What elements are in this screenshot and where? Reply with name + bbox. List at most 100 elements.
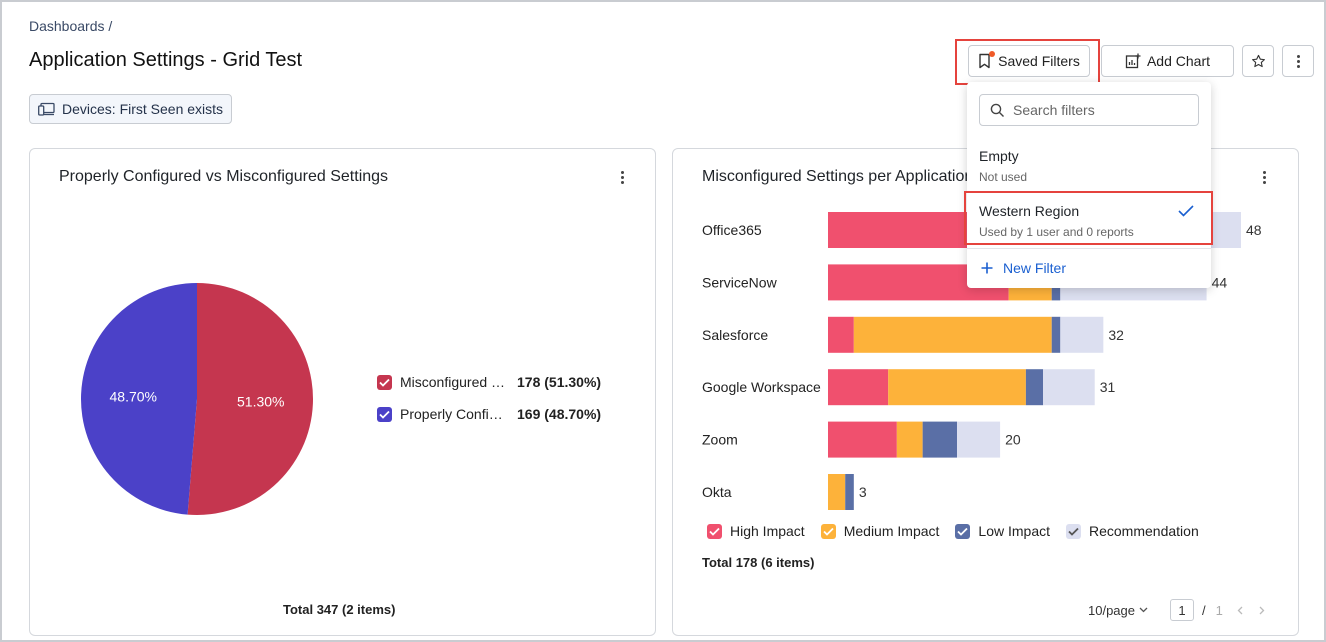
pie-slice-properly-configured[interactable] xyxy=(80,283,197,515)
bar-segment-medium-impact[interactable] xyxy=(853,316,1052,353)
page-title: Application Settings - Grid Test xyxy=(29,49,303,71)
bar-segment-high-impact[interactable] xyxy=(828,369,889,406)
bar-segment-medium-impact[interactable] xyxy=(896,421,923,458)
bar-total-label: 32 xyxy=(1108,327,1124,343)
checkbox-checked-icon[interactable] xyxy=(377,406,392,422)
search-filters-box[interactable] xyxy=(979,94,1199,126)
checkbox-checked-icon[interactable] xyxy=(707,523,722,539)
bar-category-label: Office365 xyxy=(702,222,762,238)
bar-segment-medium-impact[interactable] xyxy=(828,474,846,510)
filter-option-name: Western Region xyxy=(979,203,1080,219)
saved-filters-button[interactable]: Saved Filters xyxy=(968,45,1090,77)
legend-name: Medium Impact xyxy=(843,523,940,539)
filter-option-empty[interactable]: Empty Not used xyxy=(967,144,1211,190)
breadcrumb[interactable]: Dashboards / xyxy=(29,18,113,34)
legend-name: Misconfigured Settings xyxy=(400,374,509,390)
bar-segment-recommendation[interactable] xyxy=(957,421,1001,458)
bar-total-label: 20 xyxy=(1005,432,1021,448)
bar-segment-low-impact[interactable] xyxy=(845,474,854,510)
favorite-button[interactable] xyxy=(1242,45,1274,77)
legend-name: Recommendation xyxy=(1089,523,1199,539)
pie-card-menu-icon[interactable] xyxy=(614,169,630,185)
filter-option-usage: Used by 1 user and 0 reports xyxy=(979,225,1134,239)
selected-option-highlight xyxy=(964,191,1213,245)
add-chart-label: Add Chart xyxy=(1146,53,1211,69)
search-filters-input[interactable] xyxy=(1013,102,1183,118)
pie-total: Total 347 (2 items) xyxy=(283,602,396,617)
bookmark-icon xyxy=(978,51,996,69)
bar-legend-low[interactable]: Low Impact xyxy=(955,523,1050,539)
bar-total-label: 44 xyxy=(1212,274,1228,290)
bar-segment-recommendation[interactable] xyxy=(1043,369,1095,406)
kebab-icon xyxy=(1290,53,1306,69)
bar-card-menu-icon[interactable] xyxy=(1256,169,1272,185)
filter-option-usage: Not used xyxy=(979,170,1028,184)
bar-legend-high[interactable]: High Impact xyxy=(707,523,805,539)
saved-filters-dropdown: Empty Not used Western Region Used by 1 … xyxy=(967,82,1211,288)
bar-segment-recommendation[interactable] xyxy=(1060,316,1104,353)
bar-segment-low-impact[interactable] xyxy=(922,421,958,458)
more-options-button[interactable] xyxy=(1282,45,1314,77)
bar-legend-recommendation[interactable]: Recommendation xyxy=(1066,523,1199,539)
legend-value: 178 (51.30%) xyxy=(517,374,602,390)
legend-name: Low Impact xyxy=(978,523,1050,539)
bar-category-label: Salesforce xyxy=(702,327,768,343)
bar-total-label: 48 xyxy=(1246,222,1262,238)
devices-icon xyxy=(38,102,56,116)
pie-slice-misconfigured[interactable] xyxy=(187,283,313,515)
checkbox-checked-icon[interactable] xyxy=(955,523,971,539)
plus-icon xyxy=(981,262,993,274)
pagination: 10/page 1 / 1 xyxy=(1088,599,1265,621)
filter-chip[interactable]: Devices: First Seen exists xyxy=(29,94,233,124)
filter-option-name: Empty xyxy=(979,148,1019,164)
pie-slice-label: 48.70% xyxy=(110,388,157,404)
bar-segment-low-impact[interactable] xyxy=(1025,369,1044,406)
filter-option-western-region[interactable]: Western Region Used by 1 user and 0 repo… xyxy=(967,194,1211,244)
pie-legend-misconfigured[interactable]: Misconfigured Settings 178 (51.30%) xyxy=(377,374,601,390)
total-pages: 1 xyxy=(1215,602,1223,618)
new-filter-button[interactable]: New Filter xyxy=(981,260,1066,276)
checkbox-checked-icon[interactable] xyxy=(377,374,392,390)
legend-value: 169 (48.70%) xyxy=(517,406,602,422)
page-separator: / xyxy=(1202,602,1206,618)
current-page-input[interactable]: 1 xyxy=(1170,599,1194,621)
chevron-right-icon[interactable] xyxy=(1259,606,1265,615)
bar-total-label: 31 xyxy=(1100,379,1116,395)
notification-dot xyxy=(989,51,996,57)
bar-segment-low-impact[interactable] xyxy=(1051,316,1061,353)
bar-category-label: Google Workspace xyxy=(702,379,821,395)
checkbox-checked-icon[interactable] xyxy=(1066,523,1081,539)
bar-card-title: Misconfigured Settings per Application xyxy=(702,168,974,185)
bar-segment-high-impact[interactable] xyxy=(828,421,897,458)
bar-legend-medium[interactable]: Medium Impact xyxy=(820,523,940,539)
pie-legend-properly-configured[interactable]: Properly Configured Settings 169 (48.70%… xyxy=(377,406,601,422)
bar-legend: High Impact Medium Impact Low Impact Rec… xyxy=(707,523,1199,539)
new-filter-label: New Filter xyxy=(1003,260,1067,276)
bar-category-label: Zoom xyxy=(702,432,738,448)
add-chart-button[interactable]: Add Chart xyxy=(1101,45,1234,77)
bar-segment-medium-impact[interactable] xyxy=(888,369,1026,406)
legend-name: High Impact xyxy=(730,523,805,539)
dropdown-divider xyxy=(967,248,1211,249)
legend-name: Properly Configured Settings xyxy=(400,406,509,422)
bar-category-label: ServiceNow xyxy=(702,274,778,290)
bar-total: Total 178 (6 items) xyxy=(702,555,815,570)
pie-chart-card: Properly Configured vs Misconfigured Set… xyxy=(29,148,656,636)
bar-total-label: 3 xyxy=(859,484,867,500)
pie-card-title: Properly Configured vs Misconfigured Set… xyxy=(59,168,389,185)
checkbox-checked-icon[interactable] xyxy=(820,523,836,539)
add-chart-icon xyxy=(1125,53,1141,69)
filter-chip-label: Devices: First Seen exists xyxy=(62,101,224,117)
search-icon xyxy=(990,103,1005,118)
page-size-value: 10/page xyxy=(1088,602,1135,618)
checkmark-icon xyxy=(1178,205,1194,217)
bar-category-label: Okta xyxy=(702,484,732,500)
star-icon xyxy=(1251,54,1266,69)
bar-segment-high-impact[interactable] xyxy=(828,316,854,353)
chevron-down-icon xyxy=(1139,607,1148,613)
saved-filters-label: Saved Filters xyxy=(998,53,1080,69)
chevron-left-icon[interactable] xyxy=(1237,606,1243,615)
page-size-select[interactable]: 10/page xyxy=(1088,603,1148,618)
pie-chart: 51.30% 48.70% xyxy=(80,283,313,515)
